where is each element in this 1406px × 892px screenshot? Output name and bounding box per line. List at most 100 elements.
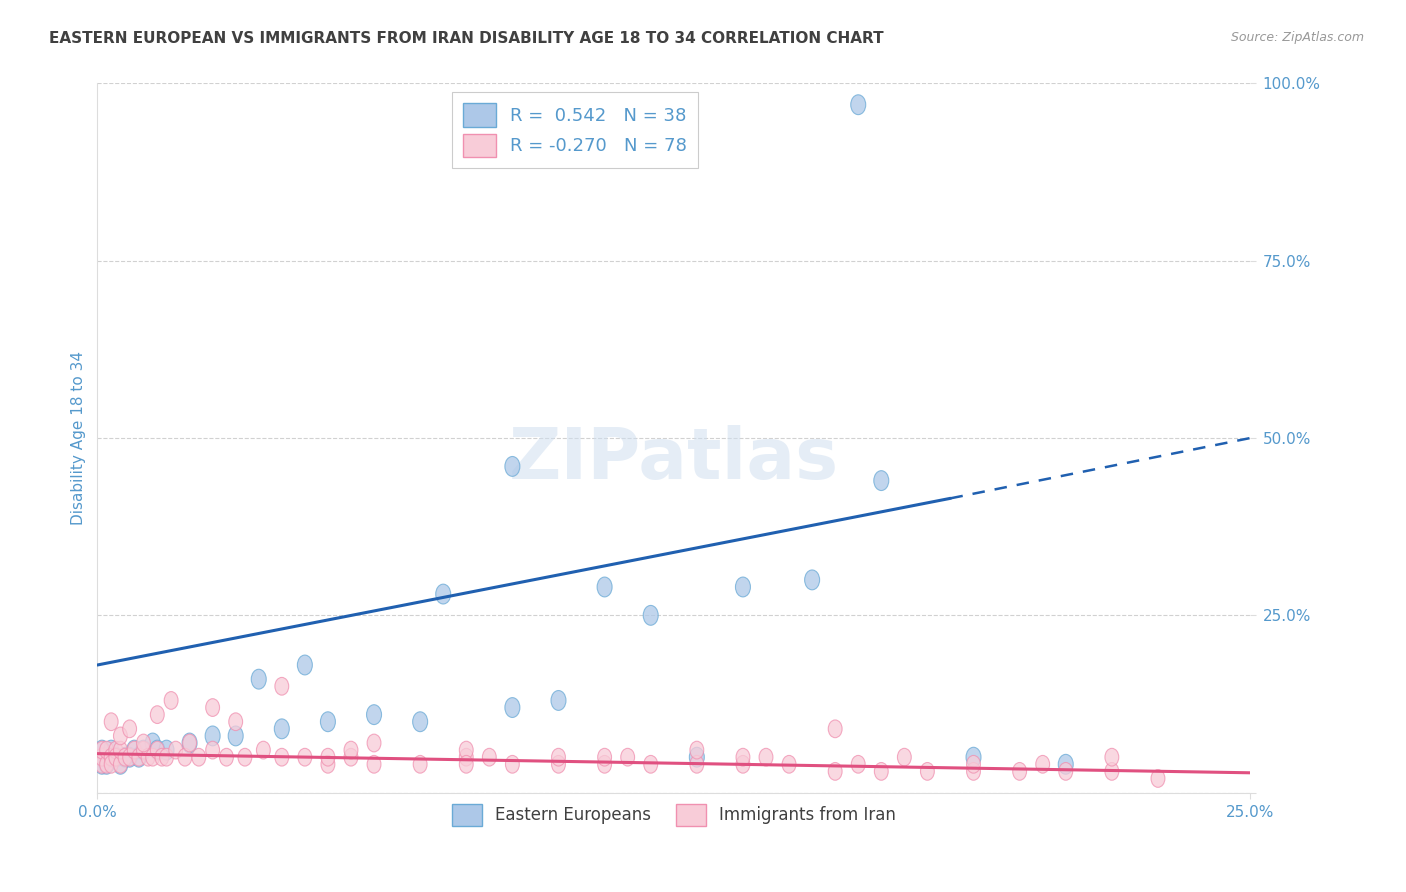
Ellipse shape [644,756,658,773]
Ellipse shape [689,747,704,767]
Ellipse shape [141,748,155,766]
Ellipse shape [782,756,796,773]
Ellipse shape [1152,770,1166,788]
Ellipse shape [321,712,336,731]
Ellipse shape [100,756,114,773]
Ellipse shape [145,733,160,753]
Ellipse shape [122,720,136,738]
Ellipse shape [104,740,118,760]
Ellipse shape [183,733,197,753]
Ellipse shape [205,698,219,716]
Ellipse shape [436,584,451,604]
Ellipse shape [114,727,128,745]
Ellipse shape [122,747,138,767]
Ellipse shape [94,755,110,774]
Ellipse shape [966,756,980,773]
Ellipse shape [921,763,935,780]
Ellipse shape [205,741,219,759]
Ellipse shape [155,748,169,766]
Ellipse shape [108,741,122,759]
Ellipse shape [136,734,150,752]
Ellipse shape [551,690,567,710]
Ellipse shape [256,741,270,759]
Ellipse shape [114,756,128,773]
Ellipse shape [367,756,381,773]
Ellipse shape [759,748,773,766]
Ellipse shape [735,756,749,773]
Ellipse shape [804,570,820,590]
Ellipse shape [690,756,704,773]
Ellipse shape [367,734,381,752]
Ellipse shape [505,457,520,476]
Ellipse shape [169,741,183,759]
Ellipse shape [118,748,132,766]
Ellipse shape [108,747,124,767]
Ellipse shape [897,748,911,766]
Ellipse shape [298,655,312,675]
Ellipse shape [150,741,165,759]
Ellipse shape [114,741,128,759]
Ellipse shape [735,577,751,597]
Ellipse shape [460,741,474,759]
Ellipse shape [100,741,114,759]
Ellipse shape [96,756,108,773]
Ellipse shape [460,756,474,773]
Ellipse shape [96,748,108,766]
Ellipse shape [132,748,146,766]
Ellipse shape [136,741,150,759]
Legend: Eastern Europeans, Immigrants from Iran: Eastern Europeans, Immigrants from Iran [443,796,904,834]
Ellipse shape [598,577,612,597]
Ellipse shape [276,677,288,695]
Ellipse shape [966,763,980,780]
Ellipse shape [735,748,749,766]
Ellipse shape [96,741,108,759]
Text: EASTERN EUROPEAN VS IMMIGRANTS FROM IRAN DISABILITY AGE 18 TO 34 CORRELATION CHA: EASTERN EUROPEAN VS IMMIGRANTS FROM IRAN… [49,31,884,46]
Ellipse shape [598,756,612,773]
Ellipse shape [1059,755,1073,774]
Ellipse shape [413,756,427,773]
Ellipse shape [136,740,150,760]
Ellipse shape [98,747,114,767]
Ellipse shape [482,748,496,766]
Ellipse shape [94,740,110,760]
Ellipse shape [131,747,146,767]
Ellipse shape [851,95,866,115]
Ellipse shape [122,748,136,766]
Ellipse shape [690,741,704,759]
Ellipse shape [460,748,474,766]
Ellipse shape [228,726,243,746]
Ellipse shape [274,719,290,739]
Ellipse shape [104,747,118,767]
Ellipse shape [104,756,118,773]
Ellipse shape [344,748,359,766]
Ellipse shape [828,720,842,738]
Ellipse shape [108,748,122,766]
Ellipse shape [160,748,173,766]
Y-axis label: Disability Age 18 to 34: Disability Age 18 to 34 [72,351,86,525]
Ellipse shape [98,755,114,774]
Ellipse shape [183,734,197,752]
Text: Source: ZipAtlas.com: Source: ZipAtlas.com [1230,31,1364,45]
Ellipse shape [506,756,519,773]
Ellipse shape [321,756,335,773]
Ellipse shape [219,748,233,766]
Ellipse shape [321,748,335,766]
Ellipse shape [104,713,118,731]
Ellipse shape [127,740,142,760]
Ellipse shape [873,471,889,491]
Ellipse shape [1105,748,1119,766]
Ellipse shape [828,763,842,780]
Ellipse shape [252,669,266,690]
Ellipse shape [150,740,165,760]
Ellipse shape [551,756,565,773]
Ellipse shape [1036,756,1050,773]
Ellipse shape [238,748,252,766]
Ellipse shape [412,712,427,731]
Ellipse shape [1105,763,1119,780]
Ellipse shape [367,705,381,724]
Ellipse shape [191,748,205,766]
Ellipse shape [620,748,634,766]
Ellipse shape [165,691,179,709]
Ellipse shape [128,741,141,759]
Ellipse shape [643,606,658,625]
